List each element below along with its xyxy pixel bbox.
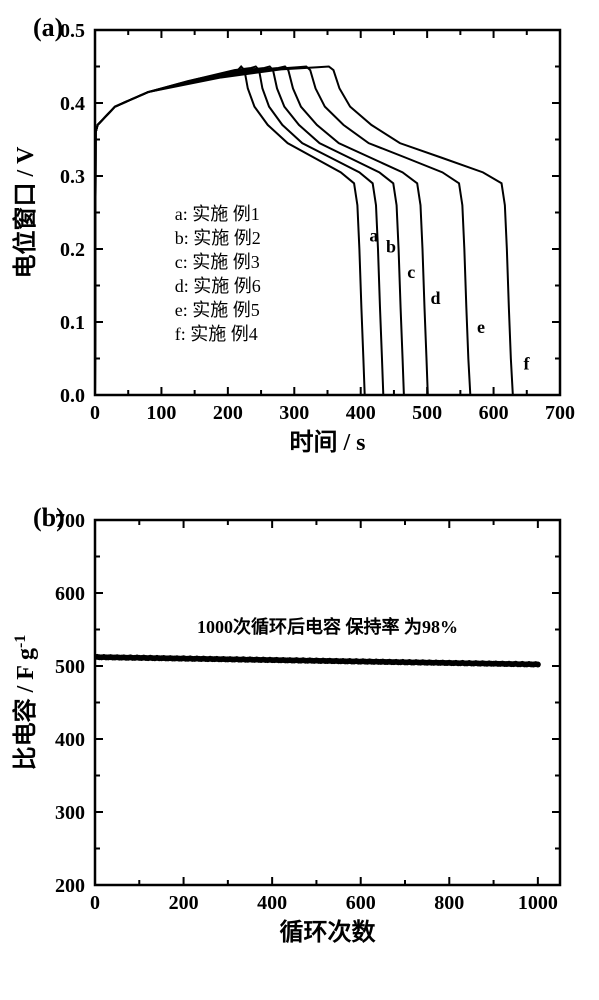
svg-text:b: b	[386, 237, 396, 257]
svg-text:0: 0	[90, 892, 100, 914]
svg-text:d: d	[430, 288, 440, 308]
svg-text:(a): (a)	[33, 13, 63, 42]
svg-text:200: 200	[213, 402, 243, 424]
svg-text:d: 实施 例6: d: 实施 例6	[175, 276, 261, 296]
svg-text:200: 200	[169, 892, 199, 914]
svg-text:电位窗口 / V: 电位窗口 / V	[11, 146, 39, 279]
svg-text:700: 700	[545, 402, 575, 424]
svg-text:比电容 / F g-1: 比电容 / F g-1	[11, 635, 39, 771]
svg-text:600: 600	[346, 892, 376, 914]
svg-text:100: 100	[146, 402, 176, 424]
svg-text:f: f	[523, 353, 530, 373]
svg-text:f: 实施 例4: f: 实施 例4	[175, 324, 258, 344]
svg-text:c: c	[407, 262, 415, 282]
data-point	[535, 662, 541, 668]
svg-text:0.2: 0.2	[60, 239, 85, 261]
svg-text:b: 实施 例2: b: 实施 例2	[175, 228, 261, 248]
panel-a-svg: 0 100 200 300 400 500 600 700 0.0 0.1 0.2 0.3 0.4 0.5…	[0, 0, 599, 490]
svg-text:0.0: 0.0	[60, 385, 85, 407]
panel-b-svg: 02004006008001000200300400500600700循环次数比…	[0, 490, 599, 980]
svg-text:400: 400	[55, 729, 85, 751]
svg-text:600: 600	[479, 402, 509, 424]
svg-text:0: 0	[90, 402, 100, 424]
svg-text:400: 400	[257, 892, 287, 914]
svg-text:循环次数: 循环次数	[280, 918, 377, 946]
svg-text:300: 300	[55, 802, 85, 824]
svg-text:0.5: 0.5	[60, 20, 85, 42]
svg-text:0.4: 0.4	[60, 93, 85, 115]
svg-text:500: 500	[412, 402, 442, 424]
panel-b: 02004006008001000200300400500600700循环次数比…	[0, 490, 599, 980]
svg-text:200: 200	[55, 875, 85, 897]
svg-text:600: 600	[55, 583, 85, 605]
figure-container: 0 100 200 300 400 500 600 700 0.0 0.1 0.2 0.3 0.4 0.5…	[0, 0, 599, 980]
svg-text:300: 300	[279, 402, 309, 424]
panel-a: 0 100 200 300 400 500 600 700 0.0 0.1 0.2 0.3 0.4 0.5…	[0, 0, 599, 490]
svg-text:0.1: 0.1	[60, 312, 85, 334]
svg-text:400: 400	[346, 402, 376, 424]
svg-text:1000次循环后电容 保持率 为98%: 1000次循环后电容 保持率 为98%	[197, 616, 458, 637]
svg-text:e: e	[477, 317, 485, 337]
svg-text:c: 实施 例3: c: 实施 例3	[175, 252, 260, 272]
svg-text:500: 500	[55, 656, 85, 678]
svg-text:800: 800	[434, 892, 464, 914]
svg-text:时间 / s: 时间 / s	[289, 429, 365, 456]
svg-text:1000: 1000	[518, 892, 558, 914]
svg-text:e: 实施 例5: e: 实施 例5	[175, 300, 260, 320]
svg-text:a: 实施 例1: a: 实施 例1	[175, 204, 260, 224]
svg-text:(b): (b)	[33, 503, 65, 532]
svg-text:0.3: 0.3	[60, 166, 85, 188]
